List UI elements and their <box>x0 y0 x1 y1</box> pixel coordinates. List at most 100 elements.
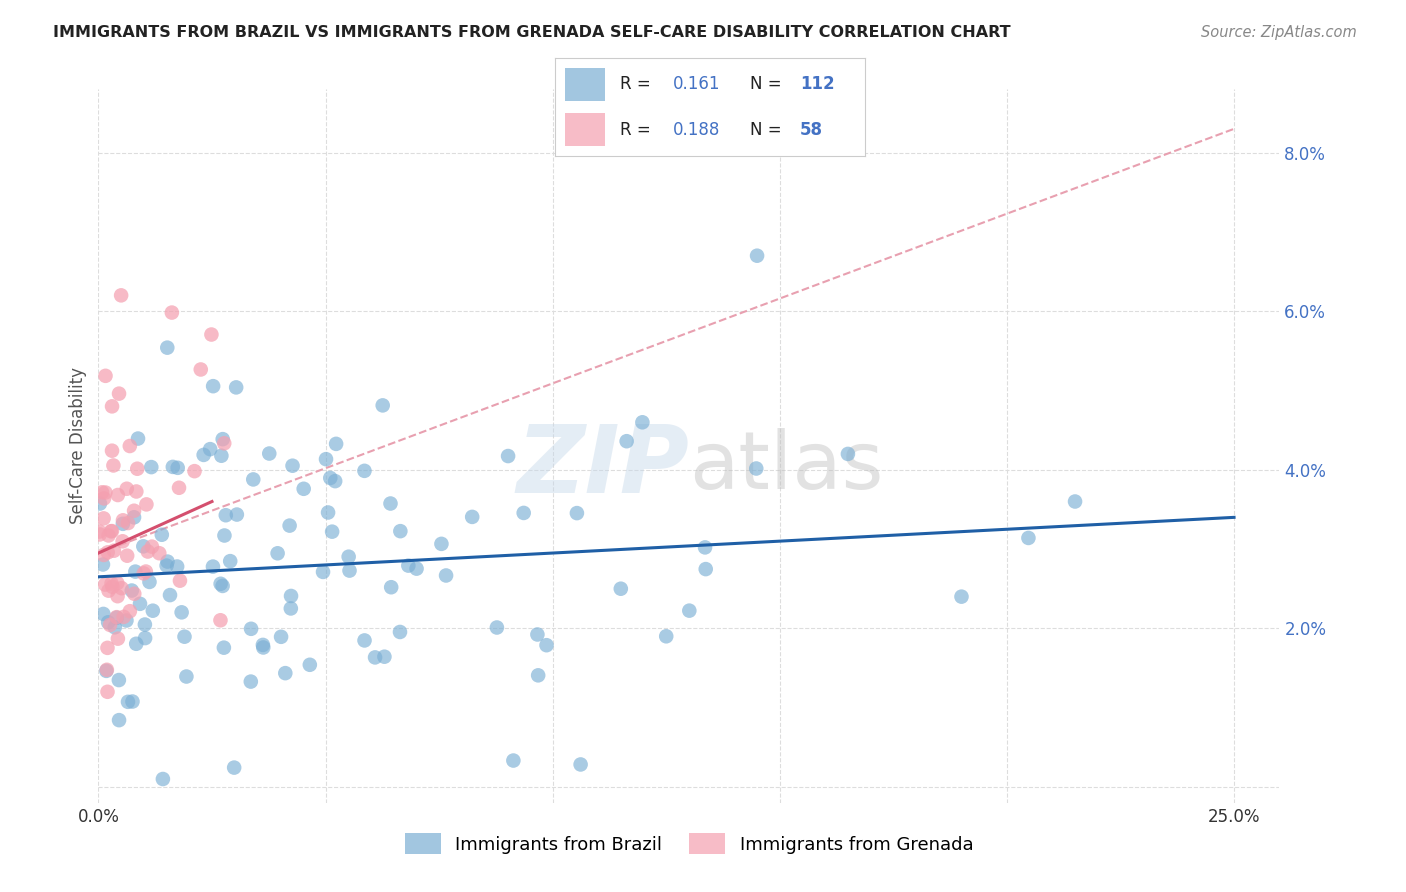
Point <box>280 589 302 603</box>
Point <box>240 622 263 636</box>
Point <box>298 657 321 672</box>
Point <box>202 379 225 393</box>
Point <box>193 448 215 462</box>
Point <box>569 757 592 772</box>
Point <box>138 574 160 589</box>
Point <box>319 471 342 485</box>
Point <box>169 574 191 588</box>
Point <box>200 327 222 342</box>
Point <box>124 565 146 579</box>
Point <box>252 638 274 652</box>
Point <box>224 761 246 775</box>
Point <box>430 537 453 551</box>
Point <box>339 564 361 578</box>
Point <box>110 581 132 595</box>
Point <box>96 663 118 677</box>
Point <box>170 605 193 619</box>
Point <box>132 566 155 581</box>
Y-axis label: Self-Care Disability: Self-Care Disability <box>69 368 87 524</box>
Text: Source: ZipAtlas.com: Source: ZipAtlas.com <box>1201 25 1357 40</box>
Text: atlas: atlas <box>689 428 883 507</box>
Point <box>105 610 128 624</box>
Point <box>323 474 346 488</box>
Point <box>96 664 118 678</box>
Point <box>111 534 134 549</box>
Point <box>1064 494 1087 508</box>
Point <box>93 491 115 506</box>
Point <box>396 558 419 573</box>
Point <box>485 620 508 634</box>
Point <box>695 562 717 576</box>
Point <box>101 524 124 538</box>
Bar <box>565 68 605 101</box>
Point <box>152 772 174 786</box>
Point <box>98 618 121 632</box>
Point <box>91 558 114 572</box>
Point <box>97 615 120 630</box>
Point <box>190 362 212 376</box>
Point <box>112 610 135 624</box>
Point <box>212 436 235 450</box>
Point <box>502 754 524 768</box>
Point <box>100 576 122 591</box>
Text: IMMIGRANTS FROM BRAZIL VS IMMIGRANTS FROM GRENADA SELF-CARE DISABILITY CORRELATI: IMMIGRANTS FROM BRAZIL VS IMMIGRANTS FRO… <box>53 25 1011 40</box>
Point <box>101 400 124 414</box>
Point <box>536 638 558 652</box>
Point <box>655 629 678 643</box>
Point <box>239 674 262 689</box>
Point <box>115 482 138 496</box>
Point <box>292 482 315 496</box>
Point <box>166 559 188 574</box>
Point <box>96 640 118 655</box>
Point <box>211 579 233 593</box>
Point <box>198 442 221 457</box>
Point <box>108 713 131 727</box>
Point <box>127 461 149 475</box>
Bar <box>565 113 605 146</box>
Text: 0.188: 0.188 <box>673 120 720 138</box>
Point <box>129 597 152 611</box>
Point <box>97 583 120 598</box>
Point <box>434 568 457 582</box>
Point <box>693 541 716 555</box>
Point <box>278 518 301 533</box>
Point <box>252 640 274 655</box>
Point <box>93 607 115 621</box>
Point <box>162 459 184 474</box>
Point <box>527 668 550 682</box>
Point <box>121 583 143 598</box>
Point <box>219 554 242 568</box>
Text: N =: N = <box>751 76 787 94</box>
Text: R =: R = <box>620 76 657 94</box>
Point <box>380 580 402 594</box>
Point <box>388 624 411 639</box>
Text: 58: 58 <box>800 120 823 138</box>
Point <box>117 695 139 709</box>
Point <box>312 565 335 579</box>
Point <box>242 472 264 486</box>
Point <box>353 633 375 648</box>
Point <box>496 449 519 463</box>
Point <box>89 524 111 539</box>
Point <box>837 447 859 461</box>
Point <box>166 460 188 475</box>
Point <box>616 434 638 449</box>
Point <box>105 611 128 625</box>
Point <box>93 548 115 562</box>
Text: R =: R = <box>620 120 657 138</box>
Point <box>325 437 347 451</box>
Point <box>160 305 183 319</box>
Point <box>209 576 232 591</box>
Point <box>631 415 654 429</box>
Point <box>156 341 179 355</box>
Point <box>122 510 145 524</box>
Point <box>97 545 120 559</box>
Point <box>526 627 548 641</box>
Point <box>209 449 232 463</box>
Point <box>101 443 124 458</box>
Text: 112: 112 <box>800 76 834 94</box>
Point <box>950 590 973 604</box>
Text: ZIP: ZIP <box>516 421 689 514</box>
Point <box>115 549 138 563</box>
Point <box>373 649 395 664</box>
